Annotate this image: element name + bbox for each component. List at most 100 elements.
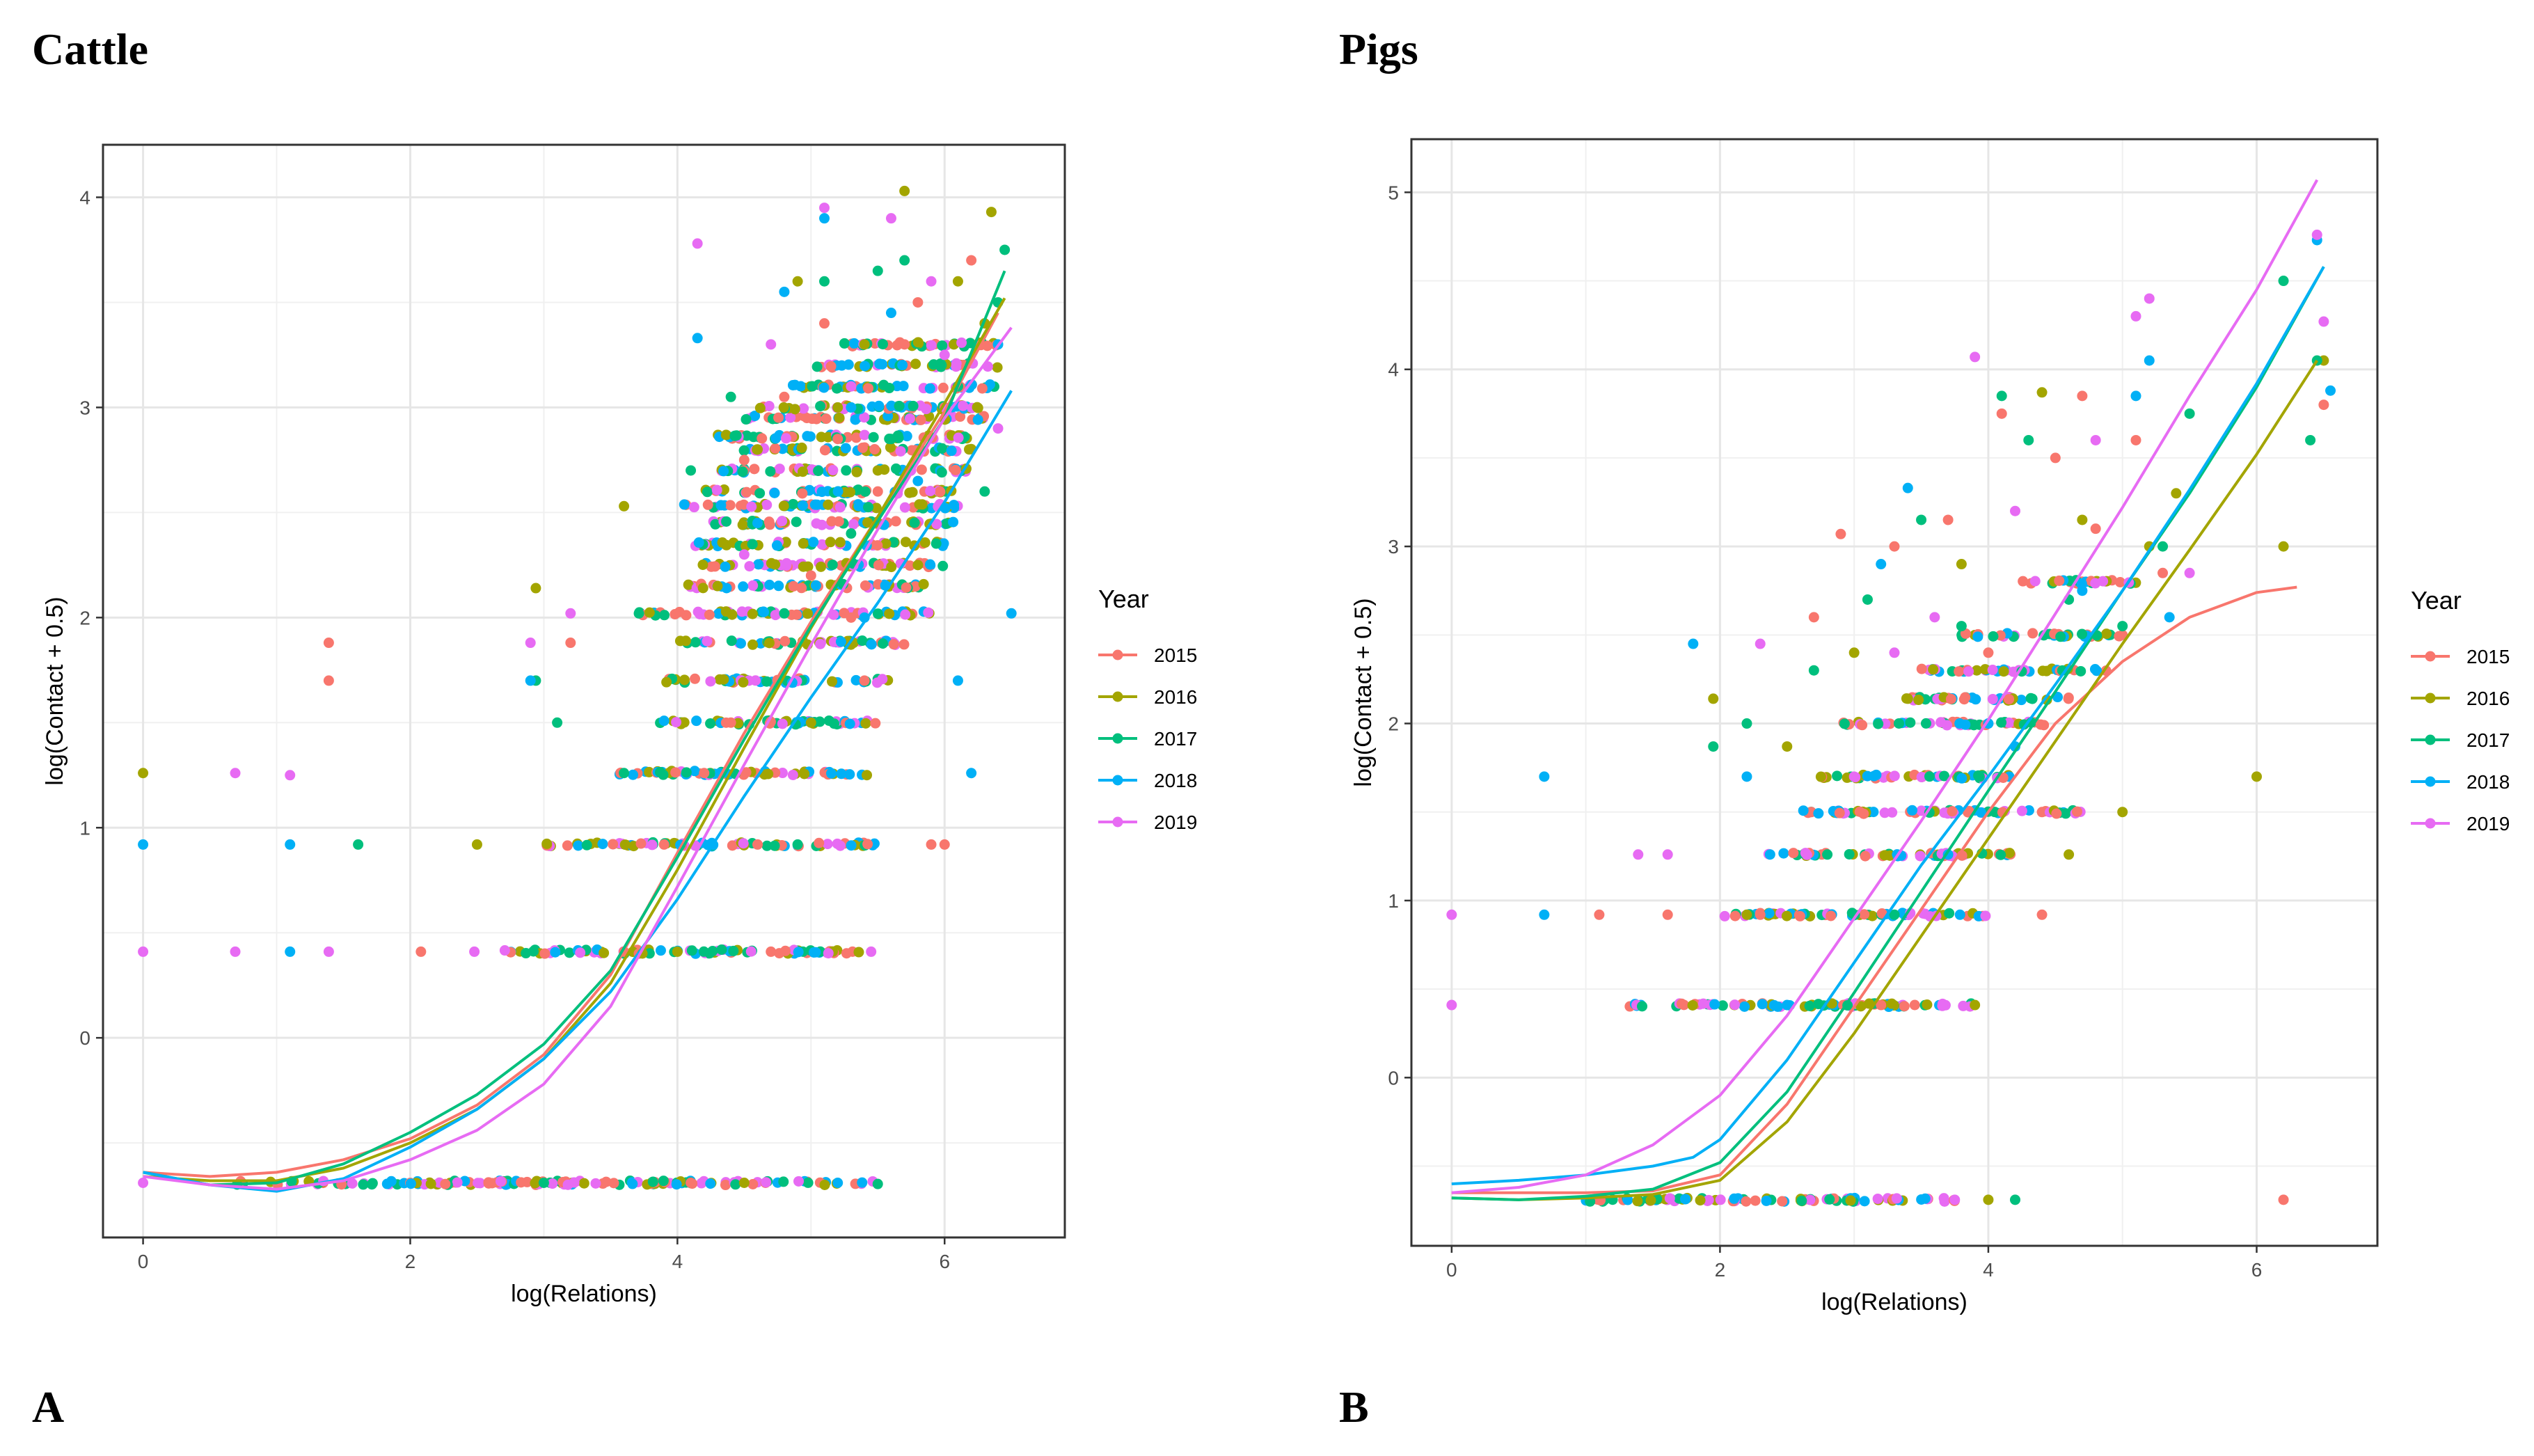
data-point-2017 xyxy=(779,608,790,619)
data-point xyxy=(1987,693,1998,704)
data-point-2018 xyxy=(885,308,896,319)
data-point xyxy=(972,414,983,425)
data-point xyxy=(1834,807,1845,818)
data-point xyxy=(777,718,788,729)
data-point-2017 xyxy=(872,265,883,276)
data-point xyxy=(888,639,899,650)
data-point xyxy=(2004,717,2015,728)
data-point xyxy=(2075,665,2086,676)
data-point-2015 xyxy=(415,946,427,957)
data-point xyxy=(1905,717,1916,728)
data-point-2019 xyxy=(1848,771,1860,782)
data-point-2019 xyxy=(885,213,896,224)
data-point-2019 xyxy=(138,946,149,957)
data-point xyxy=(797,466,808,477)
legend-key-point-2015 xyxy=(2425,651,2436,662)
data-point xyxy=(900,537,911,548)
data-point-2016 xyxy=(2171,488,2182,499)
data-point xyxy=(1924,771,1935,782)
data-point-2015 xyxy=(779,391,790,402)
data-point-2016 xyxy=(1782,741,1793,752)
data-point xyxy=(793,947,804,958)
data-point xyxy=(726,635,737,647)
smooth-line-2019 xyxy=(143,326,1013,1191)
data-point xyxy=(1637,1001,1648,1012)
data-point xyxy=(581,839,592,850)
data-point xyxy=(716,944,727,955)
legend-key-point-2016 xyxy=(1112,691,1123,702)
data-point xyxy=(791,516,802,528)
y-tick-label: 3 xyxy=(1388,536,1399,557)
data-point xyxy=(857,1177,868,1188)
data-point xyxy=(1761,1195,1772,1206)
x-tick-label: 6 xyxy=(2251,1259,2263,1281)
data-point xyxy=(936,360,947,371)
data-point-2015 xyxy=(1662,909,1673,920)
data-point xyxy=(757,433,768,444)
data-point-2018 xyxy=(952,675,963,686)
data-point xyxy=(797,500,808,511)
data-point xyxy=(750,411,761,422)
data-point xyxy=(425,1178,436,1189)
data-point xyxy=(688,502,699,513)
data-point xyxy=(679,674,690,686)
data-point xyxy=(715,500,727,511)
data-point xyxy=(2077,628,2088,640)
data-point-2015 xyxy=(899,339,910,350)
data-point-2017 xyxy=(792,839,803,850)
data-point xyxy=(787,379,798,390)
data-point xyxy=(816,539,827,550)
data-point xyxy=(1854,806,1865,817)
data-point xyxy=(1954,909,1965,920)
data-point-2015 xyxy=(686,1178,697,1188)
data-point xyxy=(937,443,948,454)
data-point xyxy=(724,500,736,511)
data-point xyxy=(2054,575,2065,586)
data-point xyxy=(811,361,823,372)
data-point xyxy=(1632,1196,1643,1207)
data-point-2015 xyxy=(2036,909,2048,920)
data-point xyxy=(826,516,837,527)
data-point xyxy=(1924,807,1935,818)
y-tick-label: 1 xyxy=(79,817,90,839)
data-point-2017 xyxy=(1822,849,1833,860)
data-point-2017 xyxy=(725,391,736,402)
data-point xyxy=(924,559,935,570)
data-point xyxy=(976,383,988,394)
data-point xyxy=(850,432,862,443)
data-point-2018 xyxy=(846,402,857,413)
x-tick-label: 6 xyxy=(939,1251,950,1272)
data-point-2017 xyxy=(979,486,990,497)
data-point xyxy=(763,638,775,649)
data-point-2015 xyxy=(819,318,830,329)
data-point xyxy=(1832,770,1843,782)
data-point xyxy=(647,1176,658,1187)
data-point xyxy=(1998,666,2009,677)
data-point xyxy=(915,414,926,425)
data-point xyxy=(769,487,780,498)
data-point-2015 xyxy=(565,638,576,649)
data-point xyxy=(880,538,892,549)
data-point xyxy=(1879,807,1890,818)
data-point-2018 xyxy=(138,839,149,850)
data-point xyxy=(521,948,532,959)
data-point-2019 xyxy=(1662,849,1673,860)
data-point xyxy=(802,608,813,619)
smooth-line-2017 xyxy=(143,270,1006,1187)
data-point xyxy=(815,638,826,649)
data-point xyxy=(966,379,977,390)
data-point xyxy=(2027,693,2038,704)
data-point-2017 xyxy=(538,1178,549,1188)
data-point-2015 xyxy=(1755,909,1766,920)
data-point xyxy=(936,467,947,478)
data-point xyxy=(780,537,791,548)
data-point xyxy=(770,433,782,444)
data-point xyxy=(827,676,838,687)
data-point xyxy=(1944,908,1955,919)
data-point xyxy=(1815,771,1826,782)
data-point-2016 xyxy=(619,500,630,512)
data-point xyxy=(951,361,962,372)
data-point xyxy=(814,837,825,848)
data-point-2018 xyxy=(1741,771,1752,782)
data-point xyxy=(866,639,877,650)
